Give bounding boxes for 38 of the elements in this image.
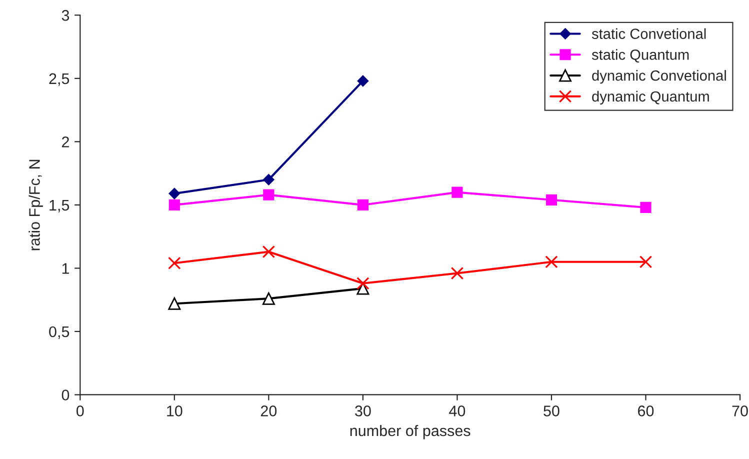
y-axis-title: ratio Fp/Fc, N [28,160,43,250]
x-tick-label: 20 [260,406,277,416]
x-tick-label: 10 [167,406,182,416]
point [357,199,368,210]
x-axis-title: number of passes [350,424,470,440]
point [263,174,274,186]
point [168,188,180,200]
x-tick-label: 0 [76,406,84,416]
y-tick-label: 1 [62,263,69,274]
point [168,199,180,210]
y-tick-label: 0 [62,390,70,400]
point [168,297,181,310]
legend-label: static Convetional [592,28,706,39]
legend-label: dynamic Quantum [592,90,709,105]
y-tick-label: 2 [62,136,69,148]
y-tick-label: 3 [62,10,70,21]
legend-label: static Quantum [592,49,689,62]
x-tick-label: 50 [544,406,560,416]
point [545,255,558,268]
point [263,189,274,200]
point [357,75,369,87]
point [639,255,652,268]
y-tick-label: 2,5 [49,73,70,86]
point [546,194,558,206]
y-tick-label: 0,5 [49,326,70,339]
point [262,292,275,305]
x-tick-label: 70 [732,406,748,416]
point [168,256,181,270]
y-tick-label: 1,5 [50,200,70,212]
point [262,245,276,258]
x-tick-label: 40 [449,406,466,416]
point [452,186,463,198]
legend-label: dynamic Convetional [592,70,726,84]
point [640,202,652,214]
point [450,266,464,280]
point [356,277,370,290]
x-tick-label: 30 [355,406,371,416]
x-tick-label: 60 [638,406,654,416]
